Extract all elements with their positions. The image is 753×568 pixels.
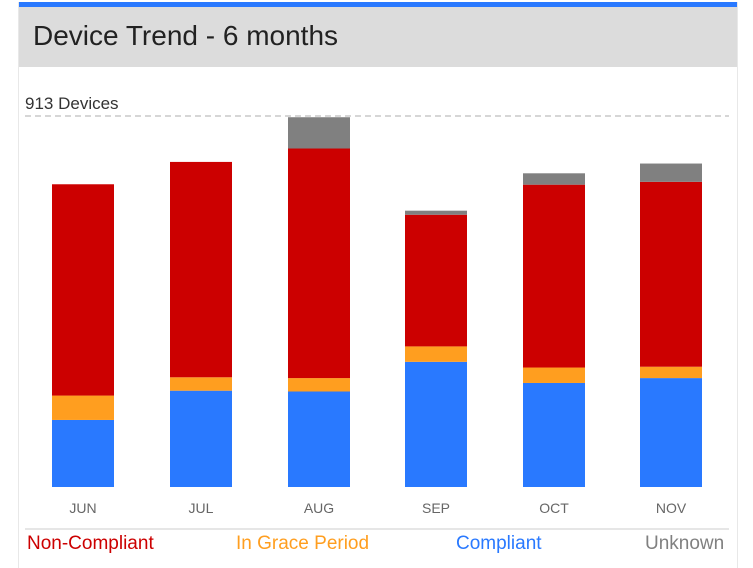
card-header: Device Trend - 6 months xyxy=(19,7,737,67)
bar-aug-in-grace-period[interactable] xyxy=(288,378,350,392)
legend-non-compliant[interactable]: Non-Compliant xyxy=(27,533,154,554)
bar-nov-unknown[interactable] xyxy=(640,163,702,182)
x-tick-label: JUL xyxy=(189,500,214,516)
bar-aug-compliant[interactable] xyxy=(288,391,350,487)
bar-jun-non-compliant[interactable] xyxy=(52,184,114,396)
device-trend-card: Device Trend - 6 months xyxy=(18,2,738,568)
x-tick-label: OCT xyxy=(539,500,569,516)
bar-oct-in-grace-period[interactable] xyxy=(523,367,585,383)
bar-sep-compliant[interactable] xyxy=(405,361,467,487)
x-tick-label: JUN xyxy=(69,500,96,516)
legend-unknown[interactable]: Unknown xyxy=(645,533,725,554)
legend-compliant[interactable]: Compliant xyxy=(456,533,542,554)
bar-jun-compliant[interactable] xyxy=(52,419,114,487)
x-tick-label: SEP xyxy=(422,500,450,516)
x-tick-label: NOV xyxy=(656,500,687,516)
bar-nov-non-compliant[interactable] xyxy=(640,181,702,367)
x-tick-label: AUG xyxy=(304,500,334,516)
bar-jul-non-compliant[interactable] xyxy=(170,161,232,378)
bar-oct-non-compliant[interactable] xyxy=(523,184,585,368)
chart-title: Device Trend - 6 months xyxy=(33,20,339,51)
reference-line-label: 913 Devices xyxy=(25,94,119,113)
bar-jun-in-grace-period[interactable] xyxy=(52,395,114,420)
bar-sep-in-grace-period[interactable] xyxy=(405,346,467,362)
bar-aug-non-compliant[interactable] xyxy=(288,148,350,379)
bar-jul-in-grace-period[interactable] xyxy=(170,377,232,391)
card-accent-bar xyxy=(19,2,737,7)
bar-oct-compliant[interactable] xyxy=(523,382,585,487)
bar-sep-unknown[interactable] xyxy=(405,210,467,215)
bar-aug-unknown[interactable] xyxy=(288,117,350,149)
bar-nov-in-grace-period[interactable] xyxy=(640,366,702,379)
legend-in-grace-period[interactable]: In Grace Period xyxy=(236,533,370,554)
bar-oct-unknown[interactable] xyxy=(523,173,585,185)
bar-sep-non-compliant[interactable] xyxy=(405,214,467,347)
bar-jul-compliant[interactable] xyxy=(170,390,232,487)
bar-nov-compliant[interactable] xyxy=(640,378,702,487)
